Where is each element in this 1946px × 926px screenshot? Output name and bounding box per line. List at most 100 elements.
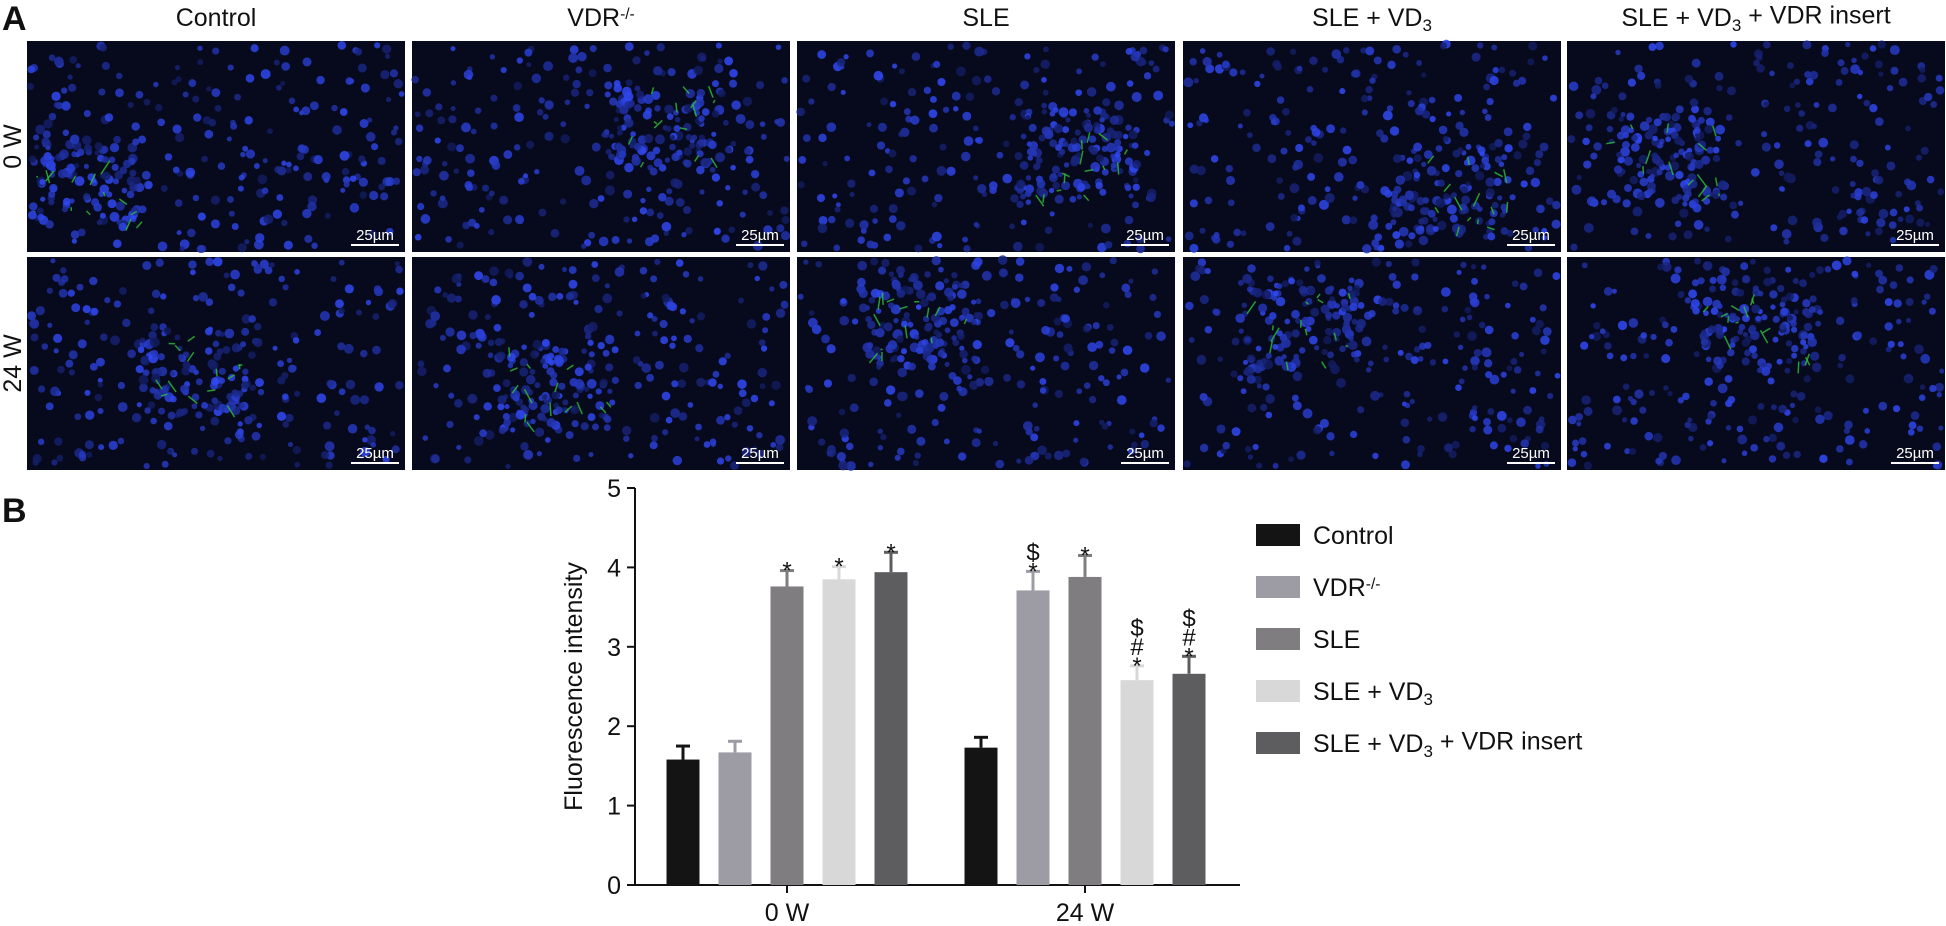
nucleus [673,456,682,465]
nucleus [1436,145,1443,152]
nucleus [1314,345,1319,350]
nucleus [156,259,164,267]
nucleus [1354,357,1360,363]
nucleus [1052,166,1060,174]
nucleus [158,353,165,360]
nucleus [1051,173,1057,179]
nucleus [456,144,464,152]
nucleus [1655,82,1662,89]
nucleus [1870,191,1878,199]
nucleus [1825,266,1832,273]
nucleus [529,312,535,318]
nucleus [835,207,841,213]
nucleus [1262,290,1271,299]
nucleus [1101,224,1111,234]
nucleus [1071,138,1078,145]
text-part: VDR [567,4,620,32]
nucleus [1788,216,1798,226]
nucleus [293,165,299,171]
nucleus [1701,330,1706,335]
nucleus [1307,173,1315,181]
nucleus [246,74,255,83]
nucleus [491,123,498,130]
nucleus [1794,309,1799,314]
nucleus [507,353,516,362]
nucleus [180,385,189,394]
nucleus [1440,42,1447,49]
nucleus [650,441,658,449]
nucleus [1399,227,1409,237]
nucleus [730,141,736,147]
nucleus [1878,72,1883,77]
significance-marker: * [1028,558,1037,585]
nucleus [1863,100,1870,107]
nucleus [695,424,702,431]
nucleus [956,386,962,392]
nucleus [1629,318,1639,328]
nucleus [1366,367,1371,372]
nucleus [655,134,665,144]
nucleus [1325,287,1333,295]
nucleus [730,165,736,171]
nucleus [1103,379,1110,386]
text-part: Control [1313,522,1394,550]
nucleus [924,87,931,94]
nucleus [1600,328,1606,334]
nucleus [325,441,335,451]
nucleus [1584,223,1594,233]
nucleus [260,454,266,460]
nucleus [175,199,183,207]
nucleus [1154,311,1161,318]
nucleus [1258,304,1267,313]
nucleus [1442,164,1450,172]
row-label: 0 W [0,124,27,169]
nucleus [1194,78,1199,83]
nucleus [1916,219,1924,227]
nucleus [751,395,758,402]
nucleus [150,323,158,331]
bar [1069,577,1102,885]
nucleus [505,464,510,469]
nucleus [45,220,53,228]
nucleus [503,413,510,420]
nucleus [98,444,104,450]
nucleus [1382,345,1387,350]
scale-bar-label: 25µm [1126,445,1164,462]
nucleus [1621,112,1626,117]
nucleus [818,438,825,445]
nucleus [632,217,637,222]
nucleus [53,274,61,282]
nucleus [1643,353,1649,359]
nucleus [945,327,951,333]
x-tick-label: 24 W [1056,899,1115,926]
nucleus [73,139,78,144]
nucleus [1764,267,1771,274]
nucleus [1054,124,1063,133]
nucleus [1049,139,1057,147]
nucleus [1030,150,1037,157]
nucleus [650,413,660,423]
nucleus [1938,425,1943,430]
nucleus [517,57,523,63]
nucleus [205,347,212,354]
nucleus [546,418,555,427]
nucleus [657,212,664,219]
nucleus [47,288,53,294]
nucleus [174,334,180,340]
nucleus [1393,154,1402,163]
nucleus [332,125,342,135]
nucleus [1111,339,1119,347]
nucleus [244,116,252,124]
nucleus [151,350,159,358]
nucleus [132,139,139,146]
nucleus [1703,107,1711,115]
nucleus [254,163,260,169]
nucleus [1094,127,1101,134]
nucleus [183,91,189,97]
nucleus [359,178,368,187]
nucleus [605,91,611,97]
nucleus [230,123,237,130]
nucleus [1715,125,1725,135]
nucleus [294,391,300,397]
nucleus [1930,101,1937,108]
